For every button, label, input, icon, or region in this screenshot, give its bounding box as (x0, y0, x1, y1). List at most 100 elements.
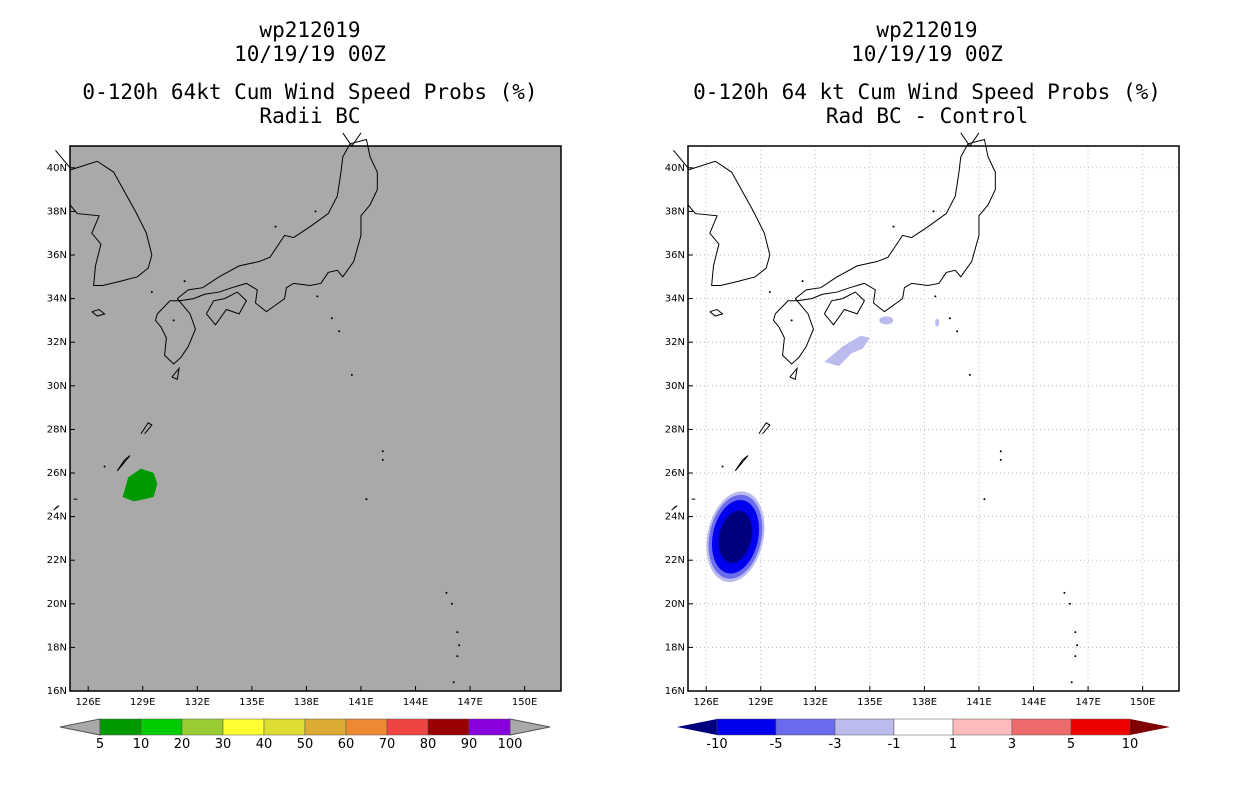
coastline (205, 291, 248, 326)
colorbar-label: 40 (256, 737, 273, 752)
y-tick-label: 30N (665, 381, 685, 392)
y-tick-label: 38N (665, 206, 685, 217)
x-tick-label: 147E (457, 697, 482, 708)
colorbar-under (59, 718, 101, 736)
island (316, 295, 319, 298)
y-tick-label: 30N (47, 381, 67, 392)
right-map-panel: 126E 129E 132E 135E 138E 141E 144E 147E 150E 16N 1… (665, 132, 1180, 708)
coastline (171, 366, 180, 380)
island (1076, 644, 1079, 647)
island (1063, 591, 1066, 594)
y-tick-label: 38N (47, 206, 67, 217)
x-tick-label: 144E (1021, 697, 1046, 708)
island (350, 373, 353, 376)
x-tick-label: 138E (294, 697, 319, 708)
colorbar-swatch (1011, 718, 1072, 736)
weak-negative-area (824, 335, 870, 367)
y-tick-label: 28N (47, 424, 67, 435)
x-tick-label: 126E (693, 697, 718, 708)
map-background (70, 146, 561, 691)
colorbar-label: 90 (461, 737, 478, 752)
y-tick-label: 20N (665, 599, 685, 610)
island (999, 458, 1002, 461)
y-tick-label: 36N (665, 250, 685, 261)
island (365, 498, 368, 501)
colorbar-label: 70 (379, 737, 396, 752)
x-tick-label: 150E (1130, 697, 1155, 708)
island (456, 655, 459, 658)
x-tick-label: 135E (857, 697, 882, 708)
y-tick-label: 40N (47, 163, 67, 174)
colorbar-label: 10 (133, 737, 150, 752)
island (999, 450, 1002, 453)
island (1074, 631, 1077, 634)
island (983, 498, 986, 501)
island (458, 644, 461, 647)
coastline (960, 132, 980, 147)
coastline (687, 160, 771, 287)
colorbar-label: 30 (215, 737, 232, 752)
map-frame (687, 145, 1180, 692)
negative-difference-area (706, 491, 765, 583)
colorbar-swatch (716, 718, 777, 736)
colorbar-swatch (775, 718, 836, 736)
x-tick-label: 132E (803, 697, 828, 708)
coastline (794, 138, 996, 313)
colorbar-label: 50 (297, 737, 314, 752)
y-tick-label: 32N (47, 337, 67, 348)
island (790, 319, 793, 322)
y-tick-label: 16N (47, 686, 67, 697)
coastline (154, 300, 197, 365)
x-tick-label: 129E (130, 697, 155, 708)
colorbar-swatch (893, 718, 954, 736)
island (445, 591, 448, 594)
island (330, 317, 333, 320)
colorbar-label: -10 (706, 737, 727, 752)
island (968, 373, 971, 376)
x-tick-label: 135E (239, 697, 264, 708)
y-tick-label: 18N (665, 642, 685, 653)
colorbar-swatch (952, 718, 1013, 736)
island (452, 681, 455, 684)
colorbar-label: -3 (829, 737, 842, 752)
coastline (116, 455, 131, 472)
x-tick-label: 147E (1075, 697, 1100, 708)
y-tick-label: 36N (47, 250, 67, 261)
y-tick-label: 18N (47, 642, 67, 653)
colorbar-swatch (834, 718, 895, 736)
island (450, 602, 453, 605)
init-time: 10/19/19 00Z (234, 42, 386, 66)
colorbar-swatch (181, 718, 224, 736)
coastline (709, 308, 724, 317)
island (381, 450, 384, 453)
y-tick-label: 16N (665, 686, 685, 697)
coastline (69, 160, 153, 287)
island (183, 280, 186, 283)
island (1068, 602, 1071, 605)
y-tick-label: 22N (47, 555, 67, 566)
coastline (91, 308, 106, 317)
coastline (673, 150, 689, 169)
colorbar-label: 5 (96, 737, 104, 752)
y-tick-label: 24N (665, 512, 685, 523)
coastline (772, 300, 815, 365)
island (1070, 681, 1073, 684)
y-tick-label: 26N (47, 468, 67, 479)
colorbar-label: -5 (770, 737, 783, 752)
coastline (758, 422, 771, 435)
island (150, 291, 153, 294)
island (934, 295, 937, 298)
colorbar-swatch (1070, 718, 1131, 736)
x-tick-label: 150E (512, 697, 537, 708)
island (274, 225, 277, 228)
colorbar-swatch (263, 718, 306, 736)
colorbar-swatch (140, 718, 183, 736)
y-tick-label: 34N (47, 294, 67, 305)
left-panel-title: wp212019 10/19/19 00Z 0-120h 64kt Cum Wi… (0, 18, 620, 128)
colorbar-swatch (427, 718, 470, 736)
island (172, 319, 175, 322)
coastline (140, 422, 153, 435)
island (932, 210, 935, 213)
right-panel-title: wp212019 10/19/19 00Z 0-120h 64 kt Cum W… (617, 18, 1236, 128)
colorbar-label: 20 (174, 737, 191, 752)
